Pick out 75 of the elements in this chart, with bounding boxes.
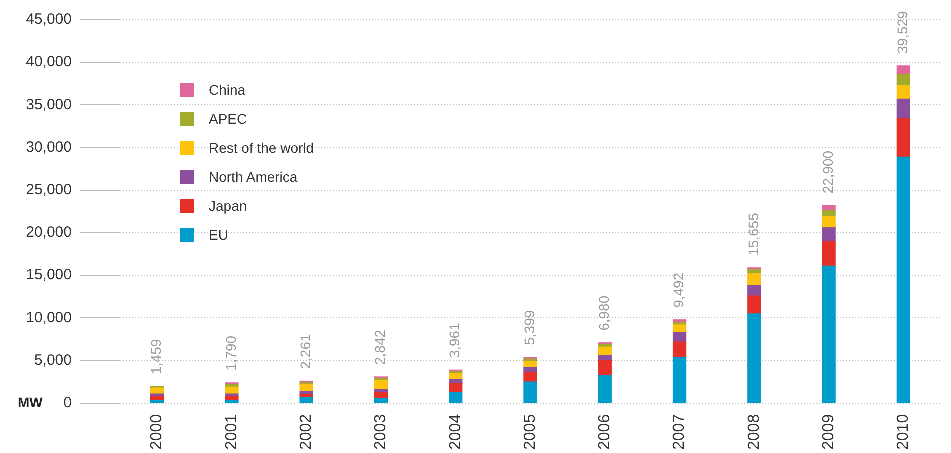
x-tick-label: 2009 xyxy=(820,414,838,450)
y-tick-label: 0 xyxy=(64,394,72,412)
y-tick-label: 20,000 xyxy=(26,224,72,242)
annotation: 15,655 xyxy=(745,212,762,256)
bar xyxy=(672,357,687,404)
x-tick-label: 2010 xyxy=(895,414,912,450)
bar xyxy=(896,156,911,404)
bar xyxy=(822,266,836,404)
y-tick-label: 45,000 xyxy=(26,11,72,28)
bar xyxy=(822,241,836,267)
bar xyxy=(672,342,687,358)
bar xyxy=(598,346,612,356)
bar xyxy=(449,379,463,384)
x-tick-label: 2001 xyxy=(223,414,240,450)
bar xyxy=(822,228,836,242)
y-axis-title: MW xyxy=(18,394,44,410)
bar xyxy=(300,397,314,404)
bar xyxy=(524,361,538,368)
annotation: 1,790 xyxy=(222,336,239,371)
x-tick-label: 2006 xyxy=(596,414,614,450)
x-tick-label: 2003 xyxy=(372,414,390,450)
legend-label: China xyxy=(209,82,246,98)
bar xyxy=(896,85,911,100)
annotation: 2,842 xyxy=(372,330,388,365)
bar xyxy=(822,216,836,228)
bar xyxy=(748,296,762,314)
x-tick-label: 2007 xyxy=(671,414,688,450)
bar xyxy=(896,98,911,120)
annotation: 5,399 xyxy=(521,310,538,346)
legend-label: Rest of the world xyxy=(209,140,314,156)
y-tick-label: 30,000 xyxy=(26,138,72,156)
y-tick-label: 40,000 xyxy=(26,54,72,71)
y-tick-label: 10,000 xyxy=(26,309,72,326)
bar xyxy=(672,324,687,334)
bar xyxy=(598,374,612,404)
x-tick-label: 2004 xyxy=(447,414,464,450)
bar xyxy=(524,372,538,382)
bar xyxy=(374,392,388,399)
bar xyxy=(822,210,836,218)
legend-label: APEC xyxy=(209,110,248,126)
bar xyxy=(896,66,911,75)
bar xyxy=(748,314,762,404)
y-tick-label: 25,000 xyxy=(26,182,72,199)
bar xyxy=(449,392,463,404)
bar xyxy=(150,400,164,404)
x-tick-label: 2002 xyxy=(298,414,315,450)
bar xyxy=(225,394,239,397)
annotation: 9,492 xyxy=(670,272,687,308)
legend-label: Japan xyxy=(209,198,248,214)
bar xyxy=(449,383,463,393)
y-tick-label: 15,000 xyxy=(26,266,72,284)
x-tick-label: 2005 xyxy=(522,414,539,450)
bar xyxy=(896,74,911,86)
y-tick-label: 35,000 xyxy=(26,96,72,114)
annotation: 39,529 xyxy=(894,10,911,54)
legend-label: North America xyxy=(209,168,298,184)
bar xyxy=(374,380,388,390)
bar xyxy=(748,286,762,296)
annotation: 2,261 xyxy=(297,334,314,370)
bar xyxy=(374,398,388,404)
x-tick-label: 2008 xyxy=(746,414,763,450)
bar xyxy=(225,400,239,404)
bar xyxy=(150,388,164,394)
annotation: 1,459 xyxy=(148,339,164,374)
annotation: 22,900 xyxy=(820,150,836,194)
x-tick-label: 2000 xyxy=(148,414,166,450)
bar xyxy=(896,118,911,158)
bar xyxy=(748,274,762,286)
legend-label: EU xyxy=(209,226,228,242)
annotation: 6,980 xyxy=(596,296,612,331)
y-tick-label: 5,000 xyxy=(34,352,72,369)
annotation: 3,961 xyxy=(446,322,463,358)
bar xyxy=(150,394,164,397)
bar xyxy=(598,360,612,376)
bar xyxy=(524,382,538,404)
